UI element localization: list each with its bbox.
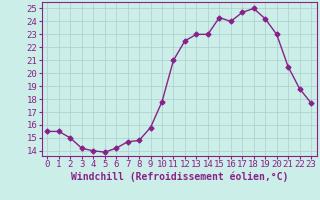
X-axis label: Windchill (Refroidissement éolien,°C): Windchill (Refroidissement éolien,°C) [70,172,288,182]
